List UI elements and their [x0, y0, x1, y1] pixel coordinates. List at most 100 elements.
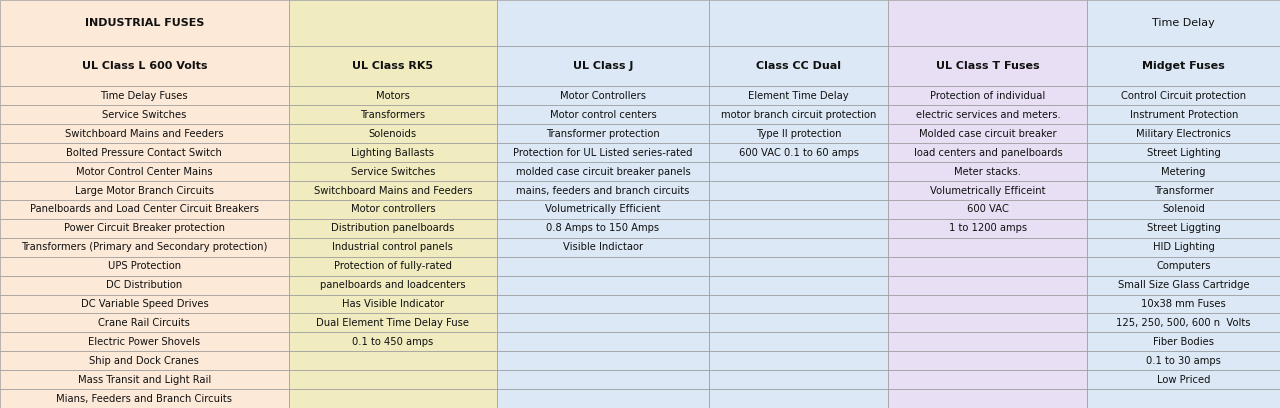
FancyBboxPatch shape	[888, 276, 1088, 295]
Text: motor branch circuit protection: motor branch circuit protection	[721, 110, 877, 120]
FancyBboxPatch shape	[709, 295, 888, 313]
FancyBboxPatch shape	[497, 257, 709, 276]
FancyBboxPatch shape	[289, 389, 497, 408]
FancyBboxPatch shape	[0, 313, 289, 333]
Text: Has Visible Indicator: Has Visible Indicator	[342, 299, 444, 309]
Text: Molded case circuit breaker: Molded case circuit breaker	[919, 129, 1057, 139]
Text: Lighting Ballasts: Lighting Ballasts	[351, 148, 434, 157]
Text: Control Circuit protection: Control Circuit protection	[1121, 91, 1247, 101]
FancyBboxPatch shape	[888, 389, 1088, 408]
FancyBboxPatch shape	[709, 0, 888, 46]
FancyBboxPatch shape	[709, 162, 888, 181]
Text: UL Class RK5: UL Class RK5	[352, 61, 434, 71]
FancyBboxPatch shape	[289, 295, 497, 313]
Text: Element Time Delay: Element Time Delay	[749, 91, 849, 101]
FancyBboxPatch shape	[709, 143, 888, 162]
Text: Volumetrically Efficient: Volumetrically Efficient	[545, 204, 660, 215]
FancyBboxPatch shape	[888, 143, 1088, 162]
FancyBboxPatch shape	[0, 143, 289, 162]
FancyBboxPatch shape	[709, 370, 888, 389]
FancyBboxPatch shape	[709, 351, 888, 370]
FancyBboxPatch shape	[888, 0, 1088, 46]
FancyBboxPatch shape	[289, 370, 497, 389]
FancyBboxPatch shape	[289, 105, 497, 124]
FancyBboxPatch shape	[289, 219, 497, 238]
Text: Motors: Motors	[376, 91, 410, 101]
FancyBboxPatch shape	[1088, 0, 1280, 46]
FancyBboxPatch shape	[289, 143, 497, 162]
Text: 0.1 to 30 amps: 0.1 to 30 amps	[1147, 356, 1221, 366]
Text: Switchboard Mains and Feeders: Switchboard Mains and Feeders	[314, 186, 472, 195]
FancyBboxPatch shape	[289, 162, 497, 181]
Text: Ship and Dock Cranes: Ship and Dock Cranes	[90, 356, 200, 366]
FancyBboxPatch shape	[1088, 200, 1280, 219]
Text: Type II protection: Type II protection	[756, 129, 841, 139]
FancyBboxPatch shape	[0, 105, 289, 124]
FancyBboxPatch shape	[1088, 105, 1280, 124]
FancyBboxPatch shape	[888, 351, 1088, 370]
Text: UL Class T Fuses: UL Class T Fuses	[936, 61, 1039, 71]
FancyBboxPatch shape	[888, 370, 1088, 389]
FancyBboxPatch shape	[497, 333, 709, 351]
FancyBboxPatch shape	[497, 351, 709, 370]
FancyBboxPatch shape	[1088, 389, 1280, 408]
Text: Solenoids: Solenoids	[369, 129, 417, 139]
FancyBboxPatch shape	[1088, 333, 1280, 351]
FancyBboxPatch shape	[709, 105, 888, 124]
Text: 0.8 Amps to 150 Amps: 0.8 Amps to 150 Amps	[547, 223, 659, 233]
Text: Transformers (Primary and Secondary protection): Transformers (Primary and Secondary prot…	[22, 242, 268, 252]
Text: 1 to 1200 amps: 1 to 1200 amps	[948, 223, 1027, 233]
FancyBboxPatch shape	[1088, 219, 1280, 238]
Text: Instrument Protection: Instrument Protection	[1129, 110, 1238, 120]
FancyBboxPatch shape	[0, 295, 289, 313]
Text: Transformer protection: Transformer protection	[547, 129, 659, 139]
Text: Midget Fuses: Midget Fuses	[1142, 61, 1225, 71]
FancyBboxPatch shape	[1088, 86, 1280, 105]
FancyBboxPatch shape	[709, 124, 888, 143]
Text: Distribution panelboards: Distribution panelboards	[332, 223, 454, 233]
FancyBboxPatch shape	[1088, 351, 1280, 370]
FancyBboxPatch shape	[497, 162, 709, 181]
Text: DC Variable Speed Drives: DC Variable Speed Drives	[81, 299, 209, 309]
FancyBboxPatch shape	[1088, 257, 1280, 276]
Text: Meter stacks.: Meter stacks.	[955, 166, 1021, 177]
FancyBboxPatch shape	[289, 351, 497, 370]
FancyBboxPatch shape	[1088, 313, 1280, 333]
Text: Motor Control Center Mains: Motor Control Center Mains	[76, 166, 212, 177]
FancyBboxPatch shape	[497, 86, 709, 105]
Text: Electric Power Shovels: Electric Power Shovels	[88, 337, 201, 347]
FancyBboxPatch shape	[497, 219, 709, 238]
FancyBboxPatch shape	[289, 276, 497, 295]
FancyBboxPatch shape	[0, 257, 289, 276]
Text: Motor Controllers: Motor Controllers	[559, 91, 646, 101]
Text: Transformer: Transformer	[1153, 186, 1213, 195]
Text: electric services and meters.: electric services and meters.	[915, 110, 1060, 120]
FancyBboxPatch shape	[1088, 162, 1280, 181]
FancyBboxPatch shape	[289, 124, 497, 143]
FancyBboxPatch shape	[0, 389, 289, 408]
Text: Mians, Feeders and Branch Circuits: Mians, Feeders and Branch Circuits	[56, 394, 233, 404]
Text: Service Switches: Service Switches	[351, 166, 435, 177]
Text: Service Switches: Service Switches	[102, 110, 187, 120]
Text: Metering: Metering	[1161, 166, 1206, 177]
Text: Visible Indictaor: Visible Indictaor	[563, 242, 643, 252]
Text: Transformers: Transformers	[360, 110, 425, 120]
FancyBboxPatch shape	[888, 219, 1088, 238]
FancyBboxPatch shape	[289, 313, 497, 333]
Text: Protection of individual: Protection of individual	[931, 91, 1046, 101]
FancyBboxPatch shape	[0, 351, 289, 370]
Text: Solenoid: Solenoid	[1162, 204, 1206, 215]
Text: Protection of fully-rated: Protection of fully-rated	[334, 261, 452, 271]
FancyBboxPatch shape	[0, 124, 289, 143]
FancyBboxPatch shape	[888, 124, 1088, 143]
FancyBboxPatch shape	[888, 333, 1088, 351]
FancyBboxPatch shape	[888, 46, 1088, 86]
FancyBboxPatch shape	[289, 181, 497, 200]
Text: Panelboards and Load Center Circuit Breakers: Panelboards and Load Center Circuit Brea…	[29, 204, 259, 215]
FancyBboxPatch shape	[0, 238, 289, 257]
FancyBboxPatch shape	[888, 313, 1088, 333]
Text: Volumetrically Efficeint: Volumetrically Efficeint	[931, 186, 1046, 195]
Text: Large Motor Branch Circuits: Large Motor Branch Circuits	[76, 186, 214, 195]
Text: Time Delay: Time Delay	[1152, 18, 1215, 28]
FancyBboxPatch shape	[0, 200, 289, 219]
